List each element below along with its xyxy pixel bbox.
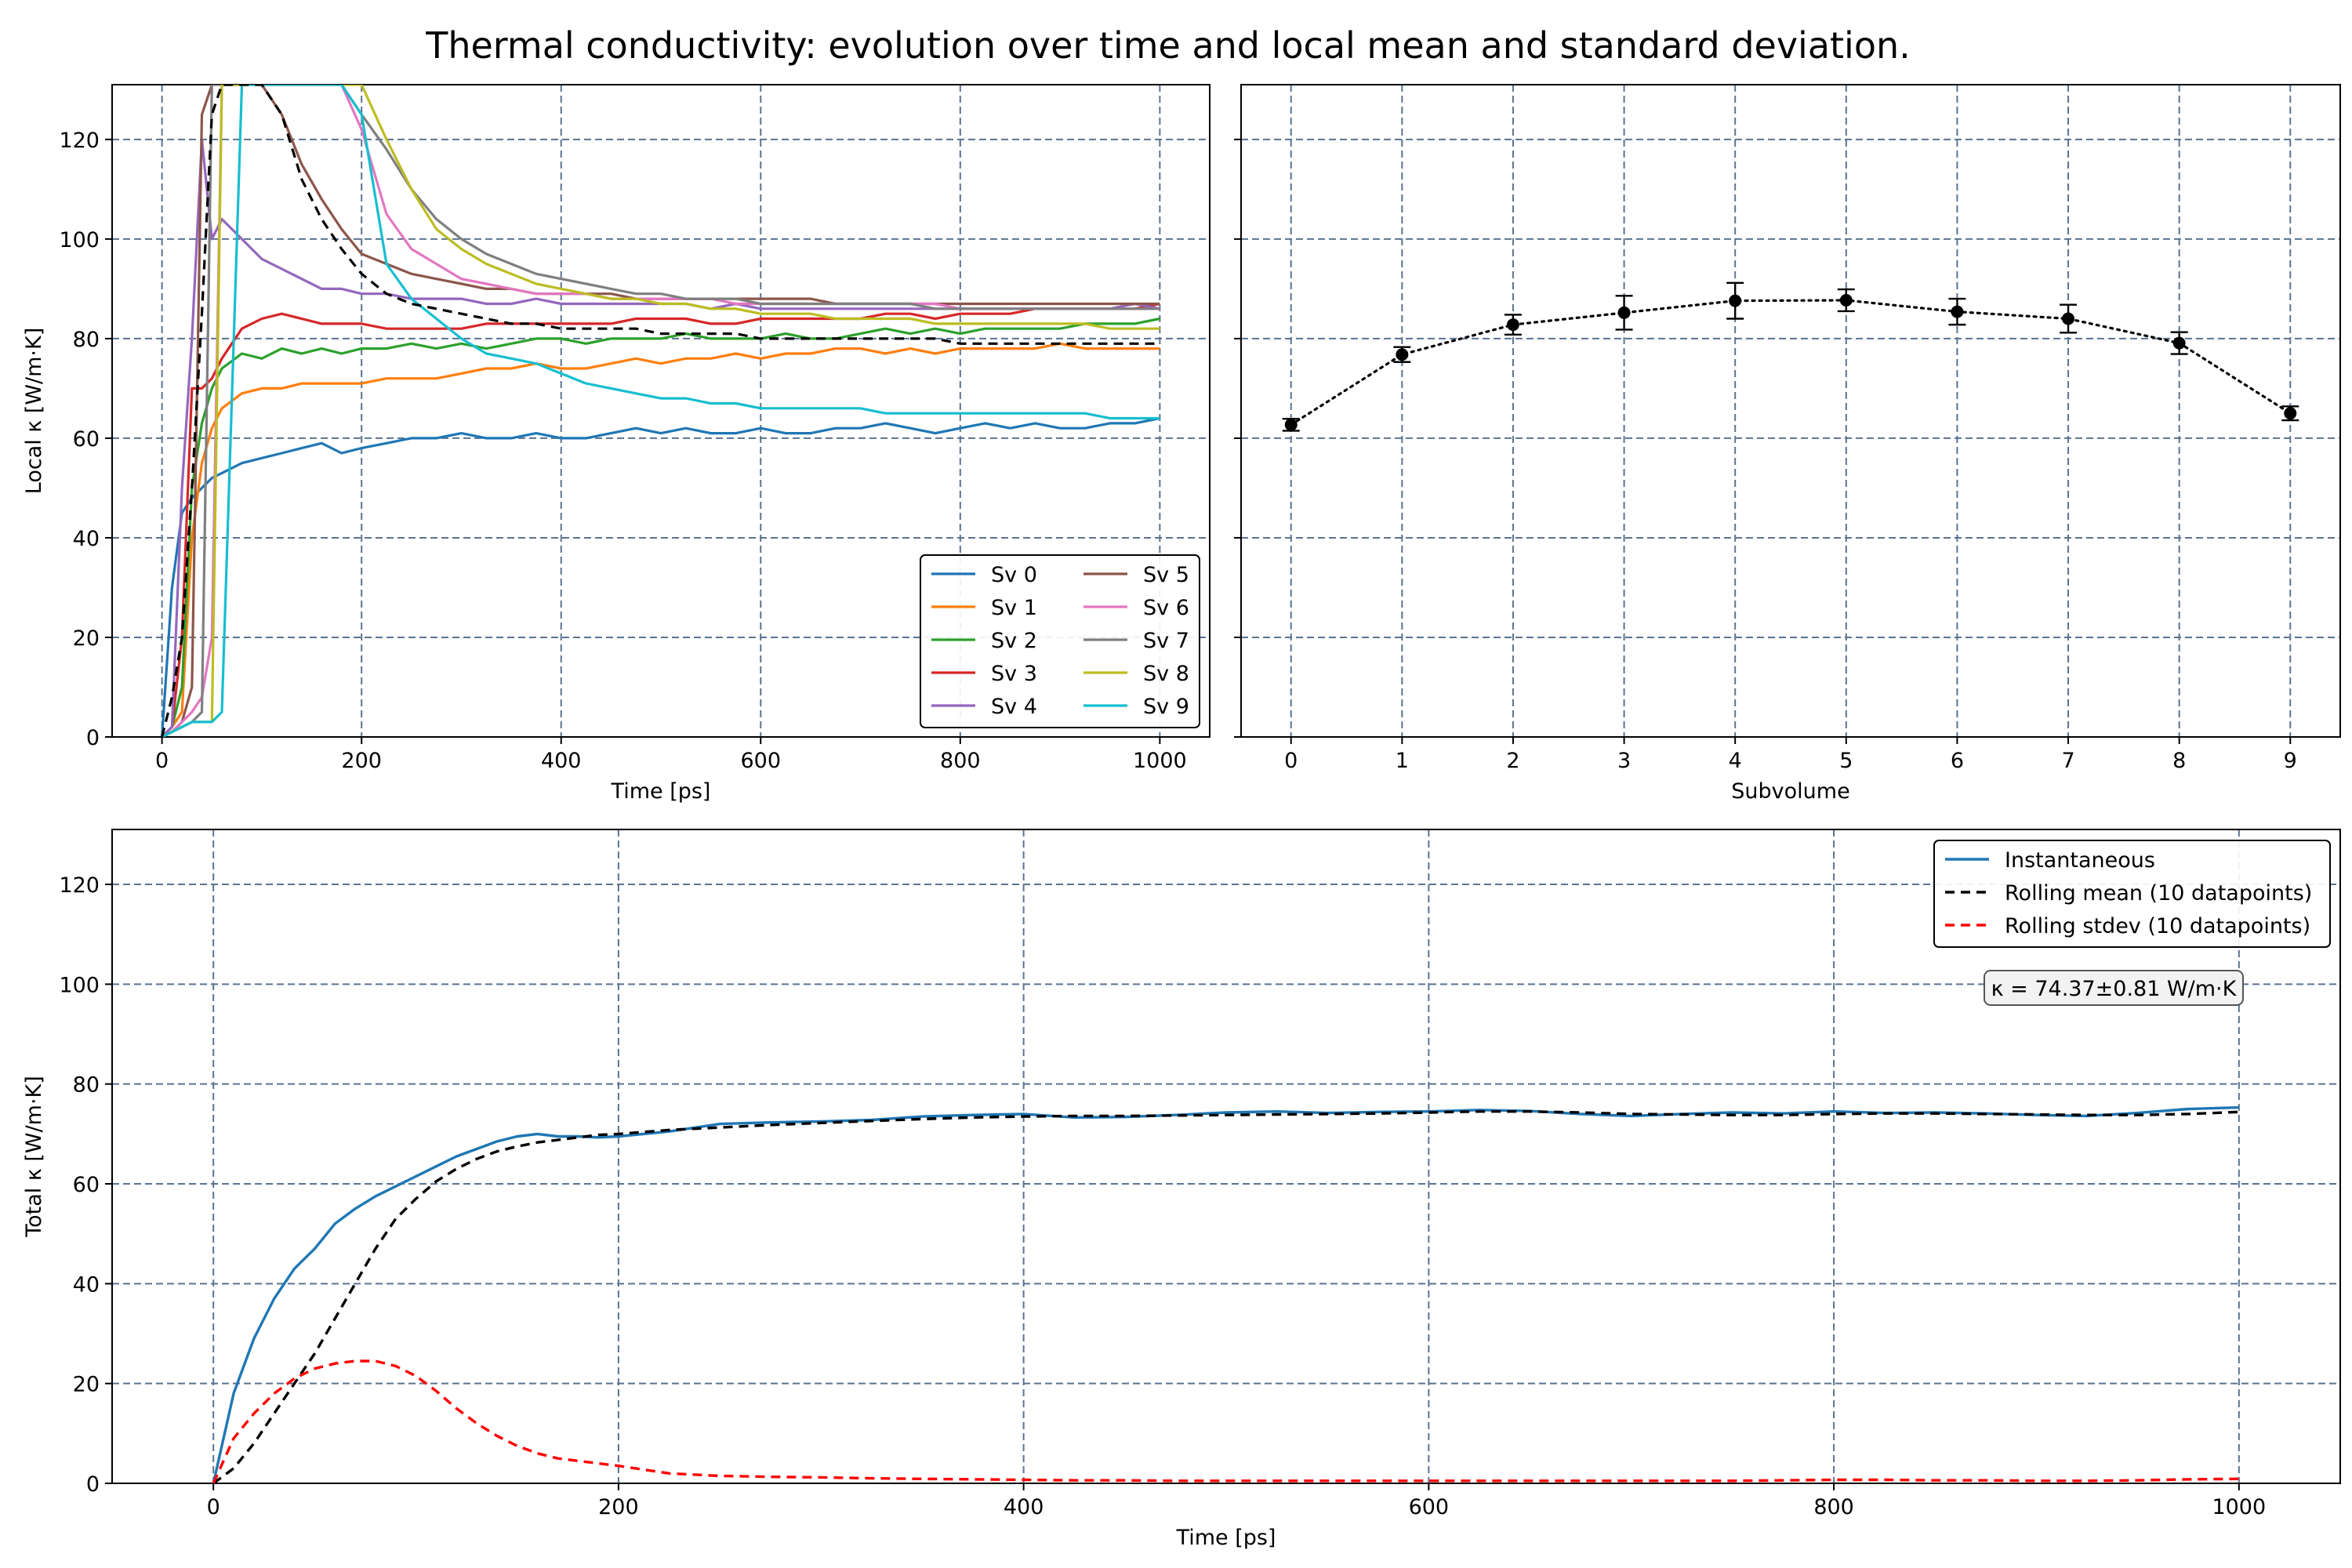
- y-tick-label: 20: [73, 626, 100, 651]
- x-tick-label: 400: [541, 749, 582, 773]
- plot-frame: [1240, 84, 2341, 738]
- x-axis-label: Time [ps]: [1176, 1526, 1276, 1550]
- local-mean-line: [161, 85, 1160, 737]
- total-series-line-1: [212, 1109, 2239, 1483]
- x-tick-label: 9: [2284, 749, 2297, 773]
- series-line-sv-3: [161, 302, 1160, 737]
- subvolume-point: [1506, 318, 1519, 332]
- gridlines: [1241, 85, 2340, 738]
- x-tick-label: 1: [1396, 749, 1409, 773]
- figure-title: Thermal conductivity: evolution over tim…: [425, 24, 1911, 67]
- kappa-annotation: κ = 74.37±0.81 W/m·K: [1984, 970, 2244, 1006]
- x-tick-label: 3: [1617, 749, 1631, 773]
- x-axis-label: Time [ps]: [611, 779, 711, 804]
- plot-frame: [111, 84, 1210, 738]
- x-tick-label: 400: [1004, 1495, 1044, 1519]
- legend-label-sv-6: Sv 6: [1143, 596, 1189, 620]
- series-line-sv-2: [161, 317, 1160, 737]
- x-tick-label: 800: [940, 749, 981, 773]
- x-tick-label: 1000: [2212, 1495, 2266, 1519]
- x-axis-label: Subvolume: [1731, 779, 1849, 804]
- subvolume-point: [1839, 294, 1853, 307]
- subvolume-point: [1396, 348, 1409, 361]
- legend-label-2: Rolling stdev (10 datapoints): [2005, 914, 2310, 938]
- y-tick-label: 60: [73, 1173, 100, 1197]
- legend-label-sv-4: Sv 4: [991, 695, 1037, 719]
- subvolume-point: [1951, 305, 1964, 318]
- x-tick-label: 200: [341, 749, 382, 773]
- legend-label-sv-8: Sv 8: [1143, 662, 1189, 686]
- subvolume-point: [2172, 336, 2186, 350]
- y-tick-label: 120: [59, 873, 100, 898]
- y-axis-label: Total κ [W/m·K]: [22, 1076, 46, 1238]
- y-tick-label: 80: [73, 328, 100, 352]
- total-series-line-0: [212, 1105, 2239, 1483]
- total-series-line-2: [212, 1359, 2239, 1483]
- y-tick-label: 40: [73, 1272, 100, 1297]
- x-tick-label: 600: [740, 749, 781, 773]
- x-tick-label: 5: [1839, 749, 1853, 773]
- y-tick-label: 0: [86, 1472, 100, 1497]
- annotation-box: [1984, 970, 2244, 1006]
- y-tick-label: 60: [73, 427, 100, 452]
- legend-label-sv-2: Sv 2: [991, 629, 1037, 653]
- series-line-sv-0: [161, 416, 1160, 737]
- y-tick-label: 20: [73, 1373, 100, 1397]
- legend: Sv 0 Sv 1 Sv 2 Sv 3 Sv 4 Sv 5 Sv 6 Sv 7 Sv 8 Sv 9: [920, 554, 1200, 728]
- legend: Instantaneous Rolling mean (10 datapoints…: [1933, 840, 2331, 948]
- subvolume-point: [2284, 407, 2297, 420]
- y-tick-label: 80: [73, 1073, 100, 1098]
- x-tick-label: 6: [1951, 749, 1964, 773]
- y-tick-label: 0: [86, 726, 100, 750]
- x-tick-label: 0: [155, 749, 169, 773]
- x-tick-label: 2: [1506, 749, 1519, 773]
- x-tick-label: 7: [2061, 749, 2074, 773]
- series-line-sv-5: [161, 85, 1160, 737]
- x-tick-label: 1000: [1133, 749, 1187, 773]
- local-kappa-panel: 0 200 400 600 800 1000 0 20 40 60 80 100 120 Time [ps…: [22, 84, 1210, 804]
- legend-label-sv-3: Sv 3: [991, 662, 1037, 686]
- legend-label-sv-5: Sv 5: [1143, 563, 1189, 587]
- legend-label-sv-7: Sv 7: [1143, 629, 1189, 653]
- y-tick-label: 100: [59, 228, 100, 252]
- subvolume-point: [1729, 294, 1742, 307]
- legend-label-1: Rolling mean (10 datapoints): [2005, 881, 2312, 906]
- subvolume-point: [1284, 418, 1298, 431]
- x-tick-label: 4: [1729, 749, 1742, 773]
- subvolume-point: [2062, 312, 2075, 325]
- x-tick-label: 8: [2172, 749, 2186, 773]
- y-tick-label: 120: [59, 129, 100, 153]
- legend-box: [920, 554, 1200, 728]
- series-line-sv-8: [161, 85, 1160, 737]
- subvolume-kappa-panel: 0 1 2 3 4 5 6 7 8 9 Subvolume: [1234, 84, 2341, 804]
- series-line-sv-1: [161, 342, 1160, 737]
- total-kappa-panel: 0 200 400 600 800 1000 0 20 40 60 80 100 120 Time [ps…: [22, 829, 2341, 1550]
- subvolume-trend-line: [1290, 299, 2292, 426]
- x-tick-label: 0: [1284, 749, 1298, 773]
- x-tick-label: 600: [1409, 1495, 1450, 1519]
- x-tick-label: 800: [1813, 1495, 1854, 1519]
- x-tick-label: 200: [598, 1495, 639, 1519]
- legend-label-sv-1: Sv 1: [991, 596, 1037, 620]
- plot-frame: [111, 829, 2341, 1484]
- x-tick-label: 0: [207, 1495, 220, 1519]
- legend-label-0: Instantaneous: [2005, 848, 2155, 873]
- kappa-annotation-text: κ = 74.37±0.81 W/m·K: [1991, 977, 2238, 1001]
- series-line-sv-9: [161, 85, 1160, 737]
- legend-label-sv-9: Sv 9: [1143, 695, 1189, 719]
- subvolume-point: [1617, 306, 1631, 319]
- y-tick-label: 40: [73, 527, 100, 551]
- legend-label-sv-0: Sv 0: [991, 563, 1037, 587]
- series-line-sv-7: [161, 85, 1160, 737]
- legend-box: [1933, 840, 2331, 948]
- y-axis-label: Local κ [W/m·K]: [22, 328, 46, 495]
- y-tick-label: 100: [59, 973, 100, 997]
